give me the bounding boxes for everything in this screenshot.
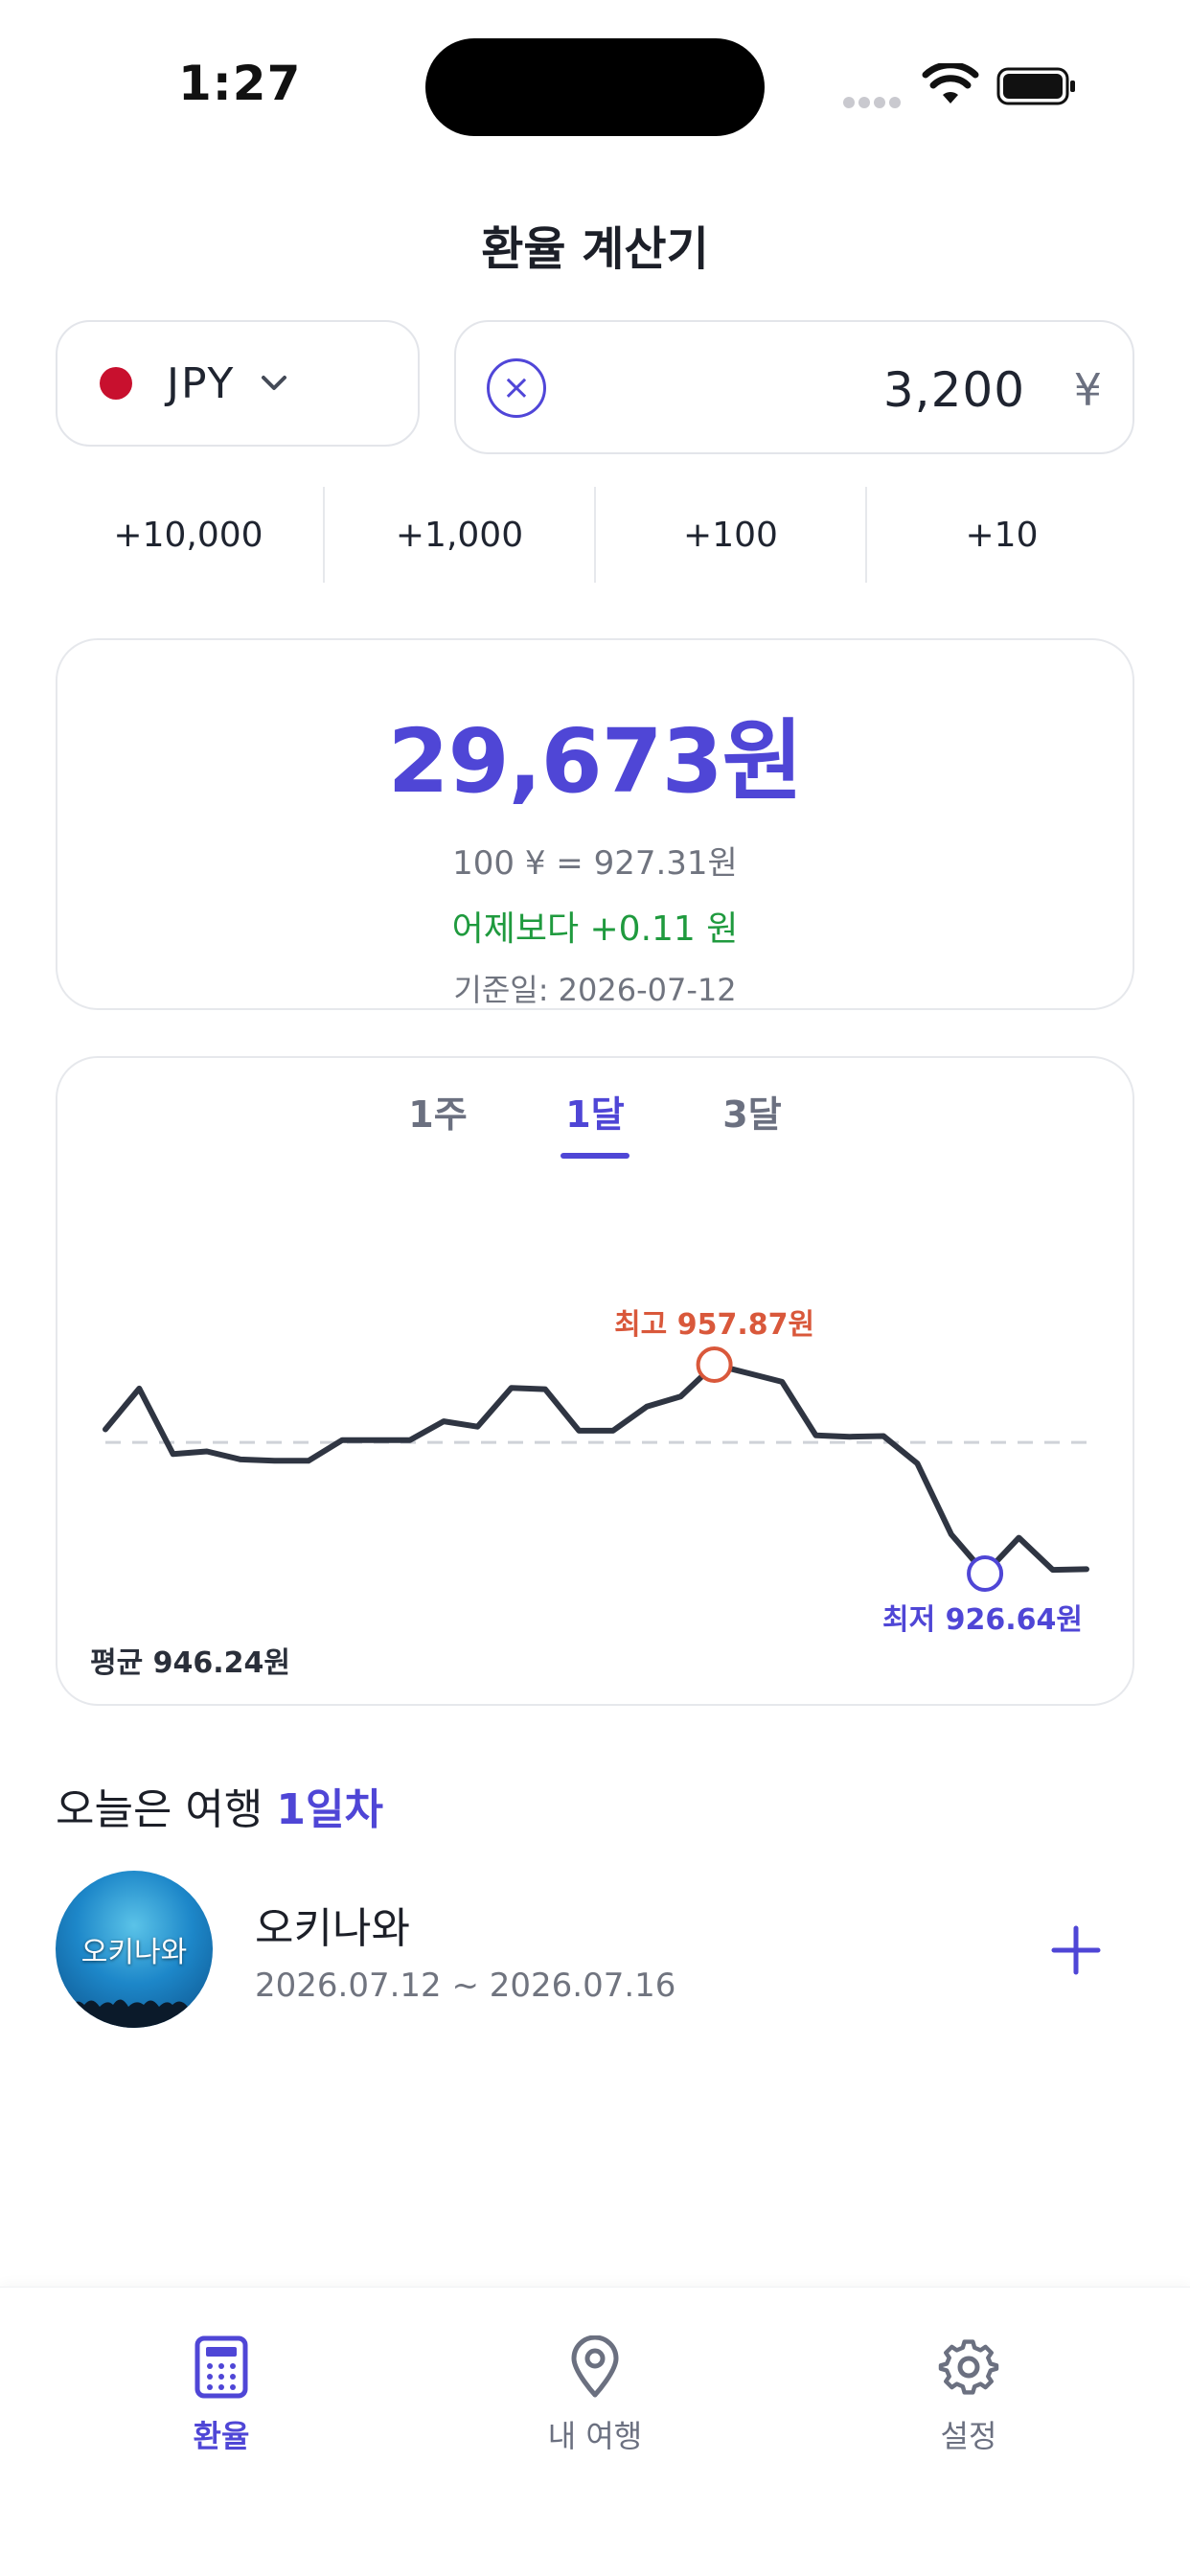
status-time: 1:27 <box>178 56 302 111</box>
trip-name: 오키나와 <box>255 1904 410 1953</box>
rate-series-line <box>103 1362 1089 1576</box>
tab-settings[interactable]: 설정 <box>854 2335 1084 2456</box>
battery-icon <box>996 67 1075 105</box>
average-label: 평균 946.24원 <box>90 1646 291 1680</box>
trip-day: 1일차 <box>276 1785 383 1834</box>
location-pin-icon <box>571 2335 619 2398</box>
clear-icon[interactable]: × <box>487 358 546 418</box>
min-value-label: 최저 926.64원 <box>882 1603 1083 1637</box>
tab-my-trips[interactable]: 내 여행 <box>480 2335 710 2456</box>
trip-dates: 2026.07.12 ~ 2026.07.16 <box>255 1966 676 2005</box>
base-date: 기준일: 2026-07-12 <box>453 972 737 1008</box>
wifi-icon <box>922 63 979 104</box>
amount-value[interactable]: 3,200 <box>882 362 1025 418</box>
quick-add-100-button[interactable]: +100 <box>596 487 867 583</box>
trip-heading-prefix: 오늘은 여행 <box>56 1785 277 1834</box>
tab-exchange-label: 환율 <box>193 2418 250 2454</box>
rate-change: 어제보다 +0.11 원 <box>451 909 739 949</box>
quick-add-row: +10,000 +1,000 +100 +10 <box>54 487 1136 583</box>
status-bar: 1:27 <box>0 0 1190 172</box>
tab-1-month[interactable]: 1달 <box>516 1085 674 1159</box>
page-title: 환율 계산기 <box>481 222 709 276</box>
gear-icon <box>938 2339 999 2395</box>
converted-amount: 29,673원 <box>387 710 804 813</box>
trip-thumbnail-label: 오키나와 <box>80 1936 188 1969</box>
currency-symbol: ¥ <box>1073 364 1102 416</box>
plus-icon[interactable] <box>1042 1917 1110 1984</box>
tab-settings-label: 설정 <box>940 2418 997 2454</box>
tab-3-months[interactable]: 3달 <box>722 1093 782 1136</box>
tab-exchange[interactable]: 환율 <box>106 2335 336 2456</box>
calculator-icon <box>195 2335 248 2399</box>
currency-selector[interactable]: JPY <box>56 320 420 447</box>
amount-input[interactable]: × 3,200 ¥ <box>454 320 1134 454</box>
max-value-label: 최고 957.87원 <box>614 1308 814 1342</box>
tab-1-week[interactable]: 1주 <box>408 1093 468 1136</box>
tab-my-trips-label: 내 여행 <box>547 2418 643 2454</box>
japan-flag-icon <box>100 367 132 400</box>
period-tabs: 1주 1달 3달 <box>57 1085 1133 1159</box>
bottom-tab-bar: 환율 내 여행 설정 <box>0 2287 1190 2576</box>
trip-heading: 오늘은 여행 1일차 <box>56 1775 383 1836</box>
max-point-marker <box>696 1346 733 1383</box>
currency-code: JPY <box>167 358 236 408</box>
quick-add-10000-button[interactable]: +10,000 <box>54 487 325 583</box>
trip-thumbnail: 오키나와 <box>56 1871 213 2028</box>
exchange-rate: 100 ¥ = 927.31원 <box>452 844 738 883</box>
result-card: 29,673원 100 ¥ = 927.31원 어제보다 +0.11 원 기준일… <box>56 638 1134 1010</box>
dynamic-island <box>425 38 765 136</box>
cellular-signal-icon <box>843 94 904 112</box>
min-point-marker <box>967 1555 1004 1592</box>
chevron-down-icon <box>262 376 287 390</box>
trip-list-item[interactable]: 오키나와 오키나와 2026.07.12 ~ 2026.07.16 <box>56 1871 1134 2030</box>
quick-add-1000-button[interactable]: +1,000 <box>325 487 596 583</box>
aquarium-silhouette-icon <box>56 1999 213 2028</box>
quick-add-10-button[interactable]: +10 <box>965 515 1039 555</box>
